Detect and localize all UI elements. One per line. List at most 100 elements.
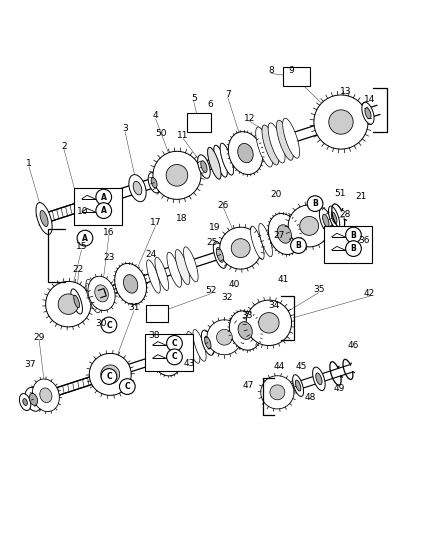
- Polygon shape: [147, 260, 160, 293]
- Bar: [145, 334, 193, 372]
- Bar: [187, 112, 211, 132]
- Polygon shape: [133, 181, 142, 195]
- Text: C: C: [106, 320, 112, 329]
- Text: 21: 21: [355, 192, 367, 201]
- Polygon shape: [220, 143, 233, 175]
- Polygon shape: [365, 108, 371, 119]
- Circle shape: [166, 349, 182, 365]
- Circle shape: [290, 238, 306, 253]
- Polygon shape: [187, 332, 200, 363]
- Polygon shape: [95, 285, 108, 302]
- Text: C: C: [172, 339, 177, 348]
- Polygon shape: [46, 281, 91, 327]
- Text: 52: 52: [205, 286, 217, 295]
- Text: 5: 5: [191, 94, 197, 103]
- Polygon shape: [23, 399, 27, 406]
- Circle shape: [96, 189, 112, 205]
- Polygon shape: [155, 257, 169, 290]
- Polygon shape: [148, 173, 160, 193]
- Text: B: B: [312, 199, 318, 208]
- Polygon shape: [151, 177, 157, 188]
- Polygon shape: [261, 376, 294, 409]
- Polygon shape: [216, 247, 223, 262]
- Text: 49: 49: [333, 384, 345, 393]
- Circle shape: [307, 196, 323, 212]
- Text: 36: 36: [358, 236, 370, 245]
- Polygon shape: [201, 330, 214, 355]
- Polygon shape: [175, 249, 190, 285]
- Text: 25: 25: [207, 238, 218, 247]
- Text: 3: 3: [122, 125, 128, 133]
- Polygon shape: [92, 277, 107, 311]
- Text: 31: 31: [128, 303, 140, 312]
- Polygon shape: [220, 143, 233, 175]
- Polygon shape: [88, 276, 115, 310]
- Polygon shape: [198, 155, 210, 179]
- Polygon shape: [319, 208, 332, 233]
- Circle shape: [101, 369, 117, 384]
- Text: 11: 11: [177, 131, 189, 140]
- Polygon shape: [25, 387, 42, 411]
- Text: 27: 27: [274, 231, 285, 240]
- Bar: [283, 67, 310, 86]
- Text: 4: 4: [153, 111, 159, 120]
- Text: 19: 19: [209, 223, 220, 232]
- Text: C: C: [124, 382, 130, 391]
- Polygon shape: [208, 147, 221, 179]
- Polygon shape: [259, 223, 272, 257]
- Polygon shape: [231, 239, 250, 257]
- Polygon shape: [251, 226, 264, 260]
- Polygon shape: [214, 146, 227, 177]
- Text: 24: 24: [146, 250, 157, 259]
- Bar: [324, 226, 372, 263]
- Polygon shape: [300, 216, 318, 236]
- Text: 26: 26: [218, 201, 229, 210]
- Polygon shape: [207, 320, 242, 355]
- Text: 23: 23: [103, 253, 115, 262]
- Polygon shape: [293, 375, 304, 397]
- Text: 47: 47: [243, 381, 254, 390]
- Text: 45: 45: [295, 362, 307, 372]
- Polygon shape: [277, 225, 291, 243]
- Text: 30: 30: [95, 319, 107, 328]
- Polygon shape: [74, 295, 80, 308]
- Polygon shape: [19, 393, 31, 410]
- Polygon shape: [314, 95, 368, 149]
- Text: 51: 51: [335, 189, 346, 198]
- Polygon shape: [246, 300, 292, 345]
- Polygon shape: [288, 205, 330, 247]
- Text: B: B: [350, 231, 357, 239]
- Polygon shape: [316, 373, 322, 385]
- Polygon shape: [201, 160, 207, 172]
- Text: 35: 35: [313, 285, 324, 294]
- Text: 15: 15: [76, 243, 87, 252]
- Polygon shape: [233, 138, 246, 173]
- Polygon shape: [151, 336, 182, 376]
- Text: 8: 8: [268, 66, 274, 75]
- Polygon shape: [268, 214, 300, 254]
- Text: 16: 16: [103, 228, 115, 237]
- Polygon shape: [228, 132, 263, 174]
- Text: 33: 33: [242, 311, 253, 320]
- Text: 13: 13: [340, 87, 351, 96]
- Polygon shape: [256, 127, 272, 167]
- Polygon shape: [40, 388, 52, 402]
- Polygon shape: [101, 365, 120, 384]
- Polygon shape: [71, 289, 82, 314]
- Polygon shape: [193, 329, 206, 361]
- Text: B: B: [296, 241, 301, 250]
- Circle shape: [101, 317, 117, 333]
- Polygon shape: [115, 263, 147, 304]
- Polygon shape: [167, 252, 181, 287]
- Text: 10: 10: [77, 207, 88, 216]
- Text: 46: 46: [348, 342, 359, 351]
- Text: 37: 37: [25, 360, 36, 369]
- Text: 18: 18: [176, 214, 187, 223]
- Polygon shape: [230, 311, 261, 350]
- Text: 50: 50: [155, 129, 167, 138]
- Polygon shape: [159, 348, 173, 365]
- Text: 40: 40: [229, 280, 240, 289]
- Text: 42: 42: [364, 289, 375, 298]
- Polygon shape: [238, 322, 252, 340]
- Polygon shape: [270, 385, 285, 400]
